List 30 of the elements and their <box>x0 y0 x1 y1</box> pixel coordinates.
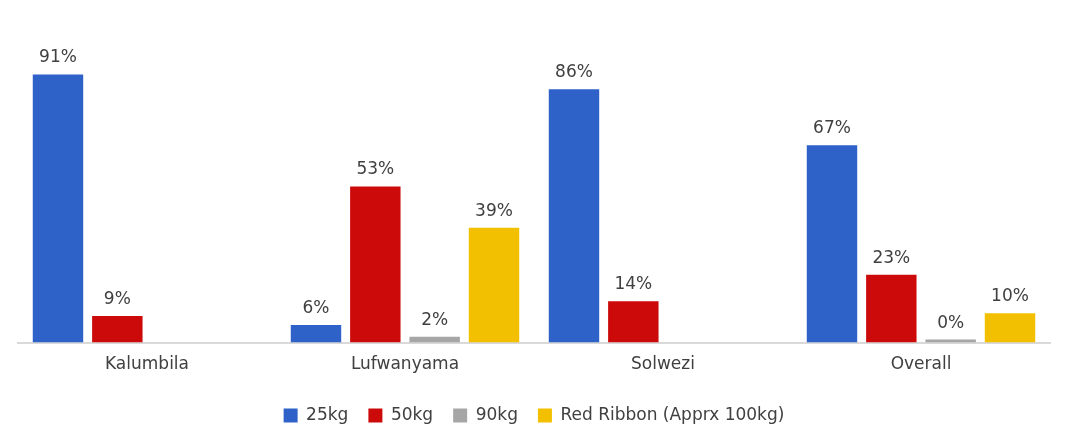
bar <box>984 313 1036 343</box>
data-label: 39% <box>475 199 513 220</box>
bar <box>350 186 401 343</box>
bar <box>866 274 917 343</box>
data-label: 23% <box>872 246 911 267</box>
bar <box>806 145 858 343</box>
bar <box>290 324 342 343</box>
legend-label: Red Ribbon (Apprx 100kg) <box>560 403 785 424</box>
bar <box>608 301 659 343</box>
legend-label: 50kg <box>390 403 434 424</box>
data-label: 10% <box>991 285 1029 306</box>
legend-label: 25kg <box>306 403 349 424</box>
data-label: 91% <box>39 46 77 67</box>
legend-label: 90kg <box>475 403 518 424</box>
data-label: 53% <box>356 158 395 179</box>
data-label: 2% <box>421 308 449 329</box>
bar <box>92 316 143 343</box>
bar <box>32 74 84 343</box>
bar <box>548 89 600 343</box>
bar <box>468 227 520 343</box>
data-label: 0% <box>937 311 965 332</box>
data-label: 9% <box>103 288 131 309</box>
x-tick-label: Overall <box>890 353 952 374</box>
data-label: 67% <box>813 117 851 138</box>
x-tick-label: Kalumbila <box>105 353 189 374</box>
data-label: 86% <box>555 61 593 82</box>
x-tick-label: Solwezi <box>631 353 695 374</box>
x-tick-label: Lufwanyama <box>350 353 460 374</box>
data-label: 14% <box>614 273 653 294</box>
data-label: 6% <box>302 296 330 317</box>
